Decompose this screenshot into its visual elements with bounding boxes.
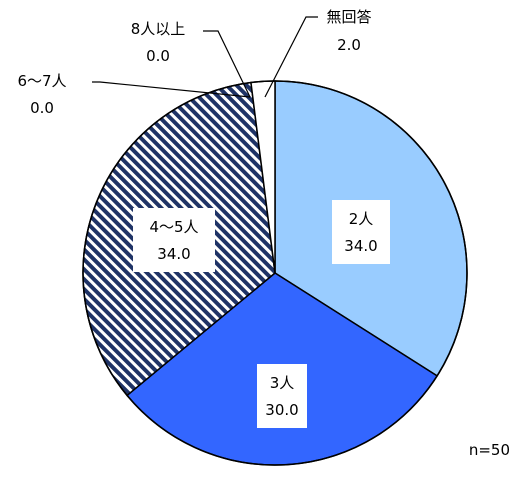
slice-4-name-label: 6～7人 (17, 72, 66, 90)
slice-2-name-label: 3人 (270, 374, 295, 392)
slice-3-label-box (133, 208, 215, 272)
slice-1-name-label: 2人 (349, 210, 374, 228)
slice-5-name-label: 8人以上 (131, 20, 186, 38)
slice-5-value-label: 0.0 (146, 47, 170, 65)
leader-lines (92, 16, 318, 98)
slice-1-value-label: 34.0 (344, 237, 377, 255)
slice-3-name-label: 4～5人 (149, 218, 198, 236)
slice-2-value-label: 30.0 (265, 401, 298, 419)
slice-4-leader-line (92, 81, 251, 98)
slice-6-leader-line (264, 16, 318, 98)
slice-4-value-label: 0.0 (30, 99, 54, 117)
slice-2-label-box (257, 364, 307, 428)
pie-outline (82, 80, 468, 466)
slice-labels: 2人 34.0 3人 30.0 4～5人 34.0 6～7人 0.0 8人以上 0.0 無回答 2.0 (17, 8, 390, 428)
slice-1-label-box (332, 200, 390, 264)
slice-5-leader-line (203, 30, 251, 98)
slice-6-value-label: 2.0 (337, 36, 361, 54)
sample-size-label: n=50 (468, 441, 510, 459)
slice-6-name-label: 無回答 (326, 8, 371, 26)
slice-3-value-label: 34.0 (157, 245, 190, 263)
